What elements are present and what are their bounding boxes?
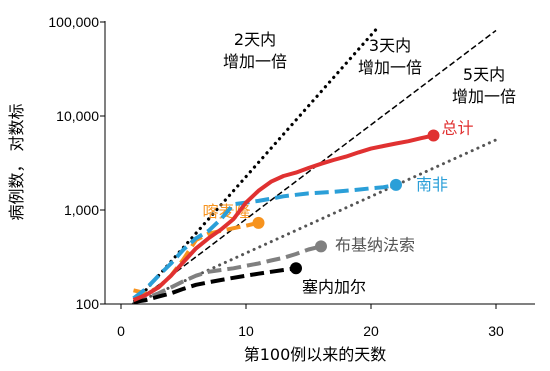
doubling-line-2d xyxy=(131,26,379,304)
series-label-total: 总计 xyxy=(442,119,474,138)
y-tick-label-2: 10,000 xyxy=(56,108,99,124)
doubling-label-2d-line2: 增加一倍 xyxy=(223,52,287,71)
x-tick-label-1: 10 xyxy=(238,323,254,339)
y-tick-label-3: 100,000 xyxy=(48,14,99,30)
series-line-senegal xyxy=(133,266,297,304)
y-tick-label-0: 100 xyxy=(76,296,100,312)
doubling-label-3d-line2: 增加一倍 xyxy=(358,58,422,77)
doubling-label-5d-line1: 5天内 xyxy=(463,65,505,84)
axes xyxy=(104,21,535,305)
series-line-burkina-faso xyxy=(132,244,322,304)
doubling-label-5d-line2: 增加一倍 xyxy=(452,87,516,106)
y-tick-label-1: 1,000 xyxy=(64,202,99,218)
series-end-point-burkina-faso xyxy=(315,240,327,253)
tick-marks: 0 10 20 30 100 1,000 10,000 100,000 xyxy=(48,14,504,339)
series-label-senegal: 塞内加尔 xyxy=(302,277,366,296)
series-end-point-cameroon xyxy=(252,216,265,229)
labels: 第100例以来的天数 病例数， 对数标 xyxy=(7,103,386,364)
series-line-total xyxy=(132,133,434,302)
x-tick-label-0: 0 xyxy=(117,323,125,339)
doubling-label-3d-line1: 3天内 xyxy=(369,36,411,55)
series-line-south-africa xyxy=(132,182,397,300)
series-label-burkina-faso: 布基纳法索 xyxy=(335,235,415,254)
x-axis-title: 第100例以来的天数 xyxy=(244,345,387,364)
doubling-label-2d-line1: 2天内 xyxy=(234,30,276,49)
x-tick-label-3: 30 xyxy=(488,323,504,339)
series-label-south-africa: 南非 xyxy=(416,175,448,194)
y-axis-title: 病例数， 对数标 xyxy=(7,103,26,220)
series-end-point-south-africa xyxy=(390,178,402,191)
x-tick-label-2: 20 xyxy=(363,323,379,339)
series-end-point-total xyxy=(427,129,440,142)
series-end-point-senegal xyxy=(290,262,302,275)
